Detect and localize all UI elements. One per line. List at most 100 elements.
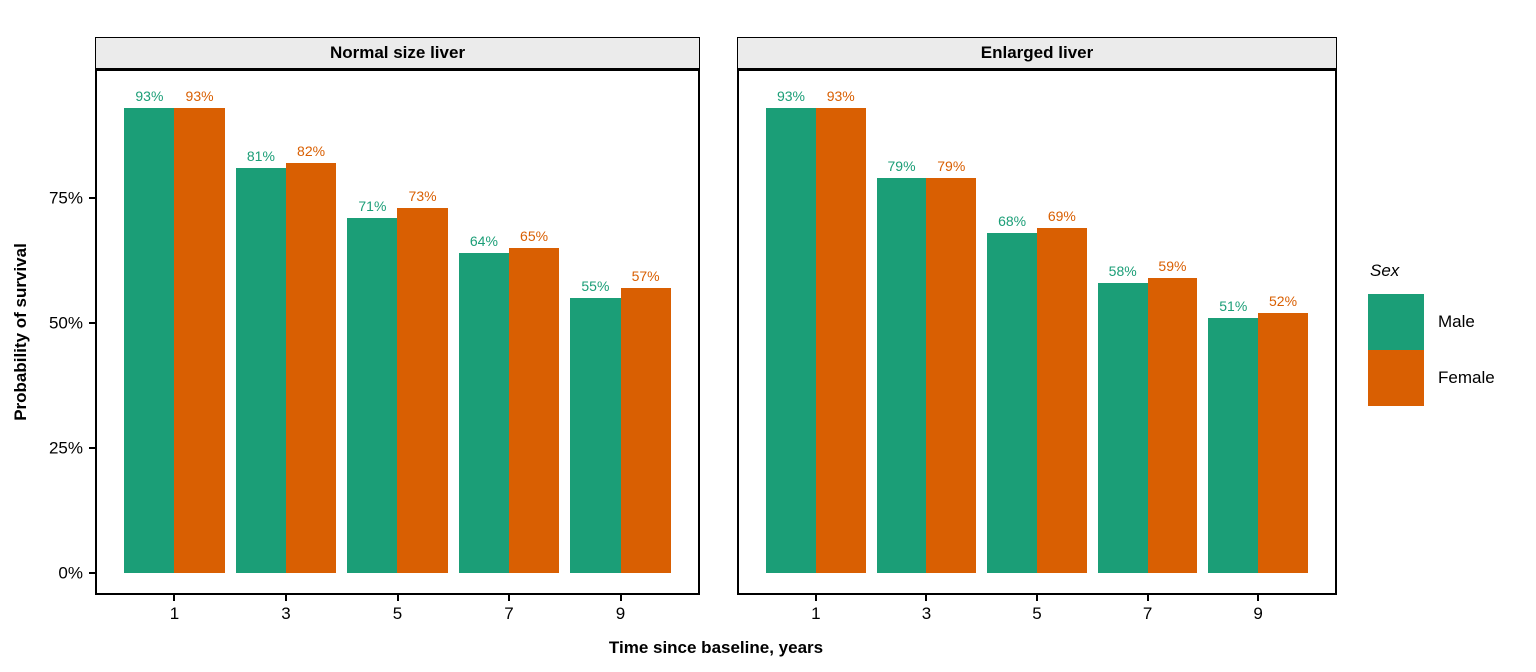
bar-male: 71% bbox=[347, 198, 398, 573]
facet-strip-label: Normal size liver bbox=[329, 43, 466, 62]
bar-value-label: 71% bbox=[358, 198, 387, 214]
x-axis-title: Time since baseline, years bbox=[608, 638, 824, 657]
y-tick-label: 50% bbox=[48, 313, 83, 333]
x-tick-mark bbox=[173, 595, 176, 601]
x-tick-label: 7 bbox=[1142, 604, 1153, 623]
bar-female: 57% bbox=[620, 268, 671, 573]
bar-female: 82% bbox=[285, 143, 337, 573]
bar-male: 93% bbox=[124, 88, 175, 573]
bar-group: 51% 52% bbox=[1208, 293, 1308, 573]
y-tick-mark bbox=[89, 447, 95, 449]
bar-female: 52% bbox=[1258, 293, 1308, 573]
bar-group: 93% 93% bbox=[124, 88, 225, 573]
bar-group: 93% 93% bbox=[766, 88, 866, 573]
bar-male: 58% bbox=[1097, 263, 1148, 573]
bar-group: 71% 73% bbox=[347, 188, 448, 573]
bar-value-label: 79% bbox=[937, 158, 966, 174]
bar-value-label: 52% bbox=[1269, 293, 1298, 309]
bar-value-label: 81% bbox=[246, 148, 275, 164]
x-axis: 1 3 5 7 9 bbox=[737, 595, 1337, 640]
x-tick-mark bbox=[1257, 595, 1260, 601]
y-tick-mark bbox=[89, 572, 95, 574]
facet-panel-normal-size-liver: Normal size liver 93% 93% 81% 82% 71% 73% 64% 6… bbox=[95, 37, 700, 623]
bar-female: 69% bbox=[1036, 208, 1087, 573]
bar-group: 68% 69% bbox=[987, 208, 1087, 573]
legend-label: Female bbox=[1438, 368, 1495, 387]
bar-value-label: 93% bbox=[826, 88, 855, 104]
legend: Sex Male Female bbox=[1368, 261, 1495, 406]
x-tick-label: 5 bbox=[392, 604, 403, 623]
y-tick-label: 75% bbox=[48, 188, 83, 208]
x-tick-label: 9 bbox=[615, 604, 626, 623]
bar-value-label: 79% bbox=[887, 158, 916, 174]
x-tick-label: 9 bbox=[1253, 604, 1263, 623]
legend-keys: Male Female bbox=[1368, 294, 1495, 406]
bar-group: 81% 82% bbox=[235, 143, 337, 573]
bar-female: 93% bbox=[815, 88, 866, 573]
bar-female: 59% bbox=[1147, 258, 1198, 573]
legend-item-male: Male bbox=[1368, 294, 1495, 350]
bar-male: 81% bbox=[235, 148, 286, 573]
bar-value-label: 69% bbox=[1047, 208, 1076, 224]
bar-value-label: 93% bbox=[135, 88, 164, 104]
x-tick-mark bbox=[396, 595, 399, 601]
x-tick-mark bbox=[814, 595, 817, 601]
bar-female: 65% bbox=[508, 228, 560, 573]
x-tick-label: 1 bbox=[169, 604, 180, 623]
facet-strip-label: Enlarged liver bbox=[980, 43, 1094, 62]
y-tick-label: 0% bbox=[58, 563, 83, 583]
x-tick-mark bbox=[925, 595, 928, 601]
y-tick-label: 25% bbox=[48, 438, 83, 458]
x-axis: 1 3 5 7 9 bbox=[95, 595, 700, 640]
legend-item-female: Female bbox=[1368, 350, 1495, 406]
x-tick-mark bbox=[1146, 595, 1149, 601]
bar-male: 64% bbox=[458, 233, 509, 573]
bar-group: 58% 59% bbox=[1097, 258, 1198, 573]
legend-key-swatch bbox=[1368, 350, 1424, 406]
bar-value-label: 59% bbox=[1158, 258, 1187, 274]
bar-group: 55% 57% bbox=[570, 268, 671, 573]
bar-value-label: 57% bbox=[631, 268, 660, 284]
legend-label: Male bbox=[1438, 312, 1475, 331]
bar-male: 68% bbox=[987, 213, 1037, 573]
bar-female: 73% bbox=[397, 188, 448, 573]
x-tick-label: 3 bbox=[921, 604, 932, 623]
bar-male: 51% bbox=[1208, 298, 1259, 573]
x-tick-label: 5 bbox=[1032, 604, 1042, 623]
legend-key-swatch bbox=[1368, 294, 1424, 350]
bar-value-label: 73% bbox=[408, 188, 437, 204]
x-tick-label: 3 bbox=[281, 604, 291, 623]
x-tick-mark bbox=[1036, 595, 1038, 601]
bar-value-label: 58% bbox=[1108, 263, 1137, 279]
facet-panel-enlarged-liver: Enlarged liver 93% 93% 79% 79% 68% 69% 58% 59% 5… bbox=[737, 37, 1337, 623]
bar-value-label: 51% bbox=[1219, 298, 1248, 314]
bar-value-label: 68% bbox=[998, 213, 1027, 229]
plot-area: 93% 93% 81% 82% 71% 73% 64% 65% 55% 57% bbox=[95, 69, 700, 595]
bar-value-label: 82% bbox=[297, 143, 326, 159]
bar-value-label: 93% bbox=[776, 88, 805, 104]
bar-male: 55% bbox=[570, 278, 621, 573]
bar-female: 79% bbox=[926, 158, 977, 573]
facet-strip: Normal size liver bbox=[95, 37, 700, 69]
bar-value-label: 65% bbox=[520, 228, 549, 244]
legend-title: Sex bbox=[1370, 261, 1400, 280]
facet-strip: Enlarged liver bbox=[737, 37, 1337, 69]
x-tick-label: 7 bbox=[504, 604, 514, 623]
bar-group: 64% 65% bbox=[458, 228, 560, 573]
x-tick-mark bbox=[508, 595, 510, 601]
x-tick-mark bbox=[619, 595, 622, 601]
bar-group: 79% 79% bbox=[876, 158, 977, 573]
bar-male: 79% bbox=[876, 158, 927, 573]
plot-area: 93% 93% 79% 79% 68% 69% 58% 59% 51% 52% bbox=[737, 69, 1337, 595]
bar-value-label: 64% bbox=[469, 233, 498, 249]
bar-male: 93% bbox=[766, 88, 816, 573]
x-tick-label: 1 bbox=[811, 604, 821, 623]
bar-female: 93% bbox=[174, 88, 225, 573]
x-tick-mark bbox=[284, 595, 287, 601]
y-tick-mark bbox=[89, 197, 95, 199]
bar-value-label: 93% bbox=[185, 88, 214, 104]
y-tick-mark bbox=[89, 322, 95, 324]
bar-value-label: 55% bbox=[581, 278, 610, 294]
y-axis: 0% 25% 50% 75% bbox=[0, 71, 95, 593]
